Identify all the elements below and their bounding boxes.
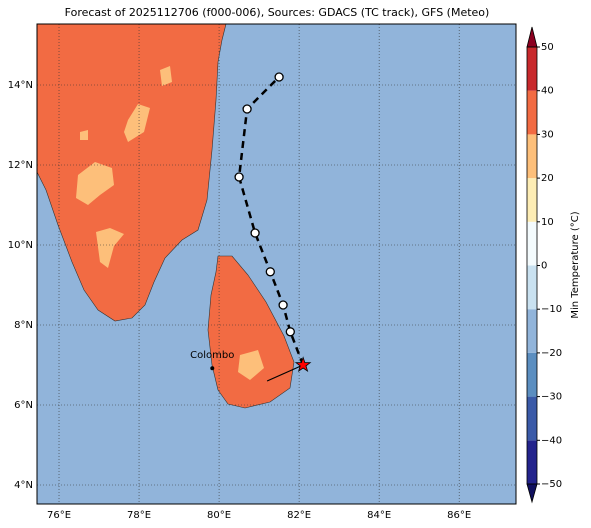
- track-point: [278, 300, 288, 310]
- y-tick-label: 14°N: [8, 80, 33, 91]
- india-land: [36, 23, 227, 322]
- track-point: [274, 72, 284, 82]
- warm-patch: [96, 228, 124, 268]
- colorbar-bin: [527, 221, 537, 266]
- colorbar-over: [526, 26, 538, 48]
- colorbar-tick-label: −50: [541, 479, 562, 490]
- colorbar-tick-label: 0: [541, 261, 547, 272]
- colorbar-label: Min Temperature (°C): [570, 211, 581, 318]
- colorbar-tick-label: 50: [541, 42, 554, 53]
- map-area: Colombo: [36, 23, 517, 505]
- colorbar-tick-label: 10: [541, 217, 554, 228]
- y-tick-label: 8°N: [14, 320, 33, 331]
- colorbar-tick-label: 20: [541, 173, 554, 184]
- track-point: [265, 267, 275, 277]
- x-tick-label: 76°E: [47, 510, 71, 521]
- colorbar-bin: [527, 440, 537, 484]
- colorbar-tick-label: −20: [541, 348, 562, 359]
- colorbar-bin: [527, 178, 537, 222]
- colorbar-bin: [527, 47, 537, 91]
- track-point: [234, 172, 244, 182]
- track-point: [250, 228, 260, 238]
- x-tick-label: 80°E: [207, 510, 231, 521]
- sri-lanka-land: [207, 255, 295, 409]
- y-tick-label: 10°N: [8, 240, 33, 251]
- colorbar-tick-label: 30: [541, 129, 554, 140]
- city-marker: [210, 366, 215, 371]
- colorbar-tick-label: −30: [541, 392, 562, 403]
- colorbar-under: [526, 483, 538, 504]
- track-point: [285, 327, 295, 337]
- warm-patch: [238, 350, 264, 380]
- colorbar: −50 −40 −30 −20 −10 0 10 20 30 40 50: [526, 26, 562, 504]
- map-title: Forecast of 2025112706 (f000-006), Sourc…: [65, 6, 490, 19]
- y-tick-label: 6°N: [14, 400, 33, 411]
- x-tick-label: 84°E: [367, 510, 391, 521]
- colorbar-tick-label: −10: [541, 304, 562, 315]
- motion-line: [266, 364, 304, 382]
- x-tick-label: 82°E: [287, 510, 311, 521]
- x-tick-label: 86°E: [447, 510, 471, 521]
- colorbar-bin: [527, 265, 537, 310]
- track: Colombo: [190, 72, 312, 382]
- grid: [37, 24, 516, 504]
- map-frame: [36, 23, 517, 505]
- y-tick-label: 12°N: [8, 160, 33, 171]
- warm-patch: [80, 130, 88, 140]
- warm-patch: [76, 162, 114, 205]
- y-tick-label: 4°N: [14, 480, 33, 491]
- colorbar-bin: [527, 134, 537, 179]
- x-tick-label: 78°E: [127, 510, 151, 521]
- colorbar-bin: [527, 309, 537, 353]
- colorbar-bin: [527, 396, 537, 441]
- colorbar-tick-label: −40: [541, 435, 562, 446]
- colorbar-bin: [527, 90, 537, 135]
- colorbar-tick-label: 40: [541, 86, 554, 97]
- colorbar-bin: [527, 352, 537, 397]
- warm-patch: [124, 104, 150, 142]
- warm-patch: [160, 66, 172, 86]
- track-point: [242, 104, 252, 114]
- city-label: Colombo: [190, 350, 234, 361]
- current-position: [294, 356, 312, 373]
